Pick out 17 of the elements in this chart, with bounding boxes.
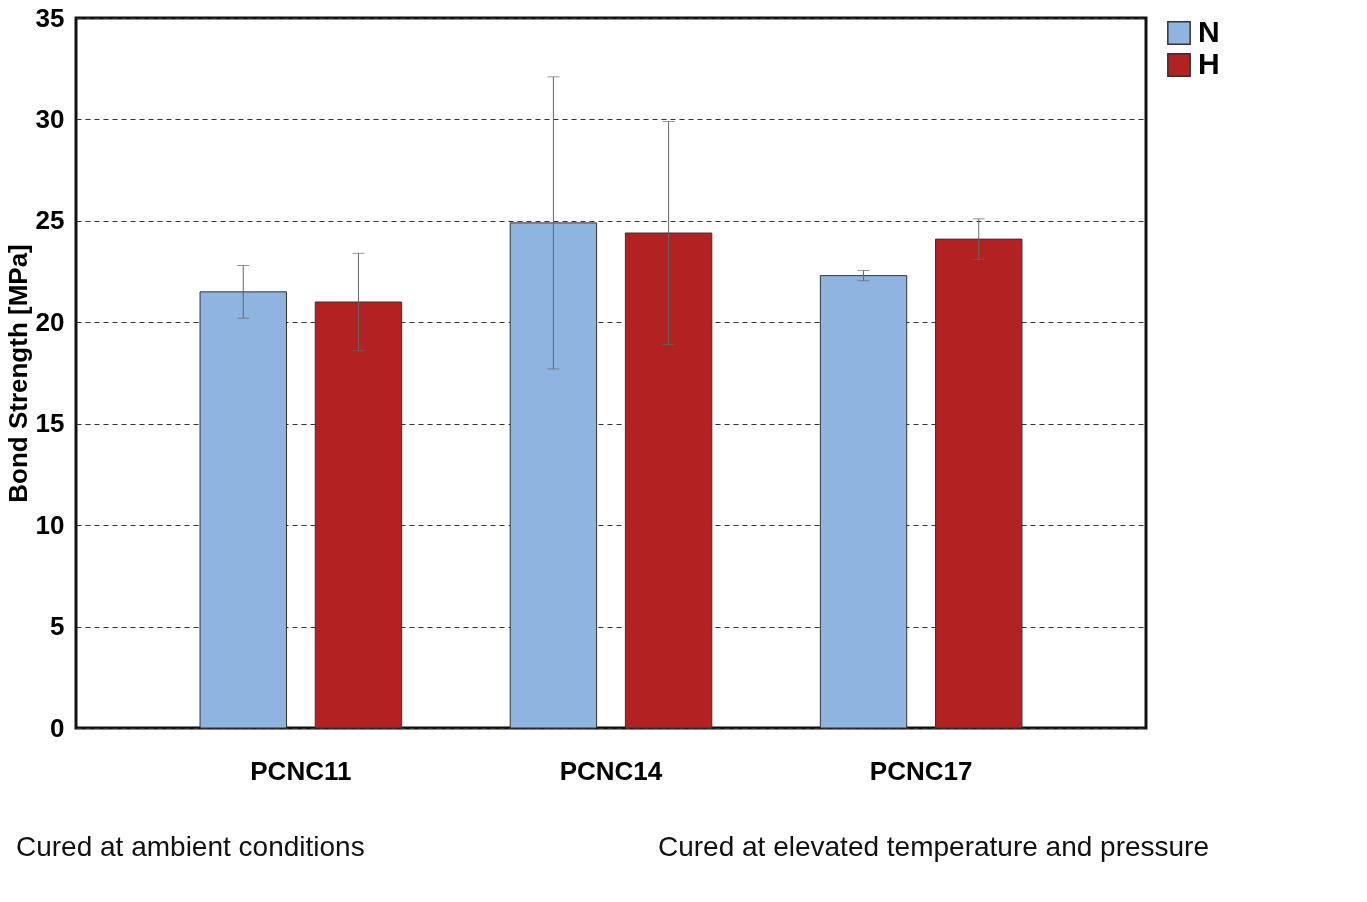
y-tick-label: 5: [50, 611, 65, 642]
y-tick-label: 20: [35, 306, 65, 337]
legend-label: N: [1198, 15, 1220, 48]
legend-label: H: [1198, 47, 1220, 80]
x-tick-label: PCNC14: [559, 755, 663, 786]
y-tick-label: 0: [50, 712, 65, 743]
y-tick-label: 15: [35, 408, 65, 439]
text: Cured at elevated temperature and pressure: [658, 831, 1209, 862]
x-tick-label: PCNC17: [869, 755, 973, 786]
text: Cured at ambient conditions: [16, 831, 365, 862]
bar: [624, 232, 713, 729]
x-tick-label: PCNC11: [250, 755, 352, 786]
y-tick-label: 10: [35, 509, 65, 540]
y-tick-label: 35: [35, 2, 65, 33]
y-axis-title: Bond Strength [MPa]: [2, 244, 33, 503]
y-tick-label: 25: [35, 205, 65, 236]
y-tick-label: 30: [35, 103, 65, 134]
